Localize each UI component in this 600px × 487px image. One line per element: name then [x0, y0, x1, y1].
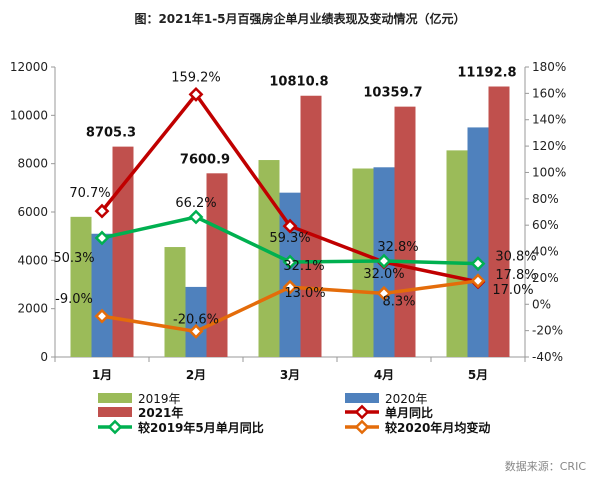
y2-tick-label: 0% [532, 297, 551, 311]
y2-tick-label: 80% [532, 192, 559, 206]
bar-2021年 [488, 86, 510, 358]
legend-swatch [345, 393, 379, 403]
line-marker [282, 279, 298, 295]
bar-value-label: 7600.9 [180, 152, 230, 167]
line-value-label: 17.0% [492, 283, 533, 298]
line-marker [188, 86, 204, 102]
legend-label: 较2020年月均变动 [385, 420, 490, 435]
line-value-label: 59.3% [269, 231, 310, 246]
y-tick-label: 6000 [17, 205, 48, 219]
line-value-label: 13.0% [284, 286, 325, 301]
y2-tick-label: 120% [532, 139, 566, 153]
category-label: 1月 [92, 368, 112, 382]
chart-title: 图：2021年1-5月百强房企单月业绩表现及变动情况（亿元） [134, 12, 466, 26]
y2-tick-label: 160% [532, 86, 566, 100]
bar-2021年 [112, 146, 134, 357]
legend-marker [354, 404, 370, 420]
y2-tick-label: 20% [532, 271, 559, 285]
bar-2019年 [70, 216, 92, 357]
y2-tick-label: -20% [532, 324, 563, 338]
line-marker [282, 254, 298, 270]
bar-2021年 [300, 95, 322, 357]
line-marker [376, 253, 392, 269]
line-marker [470, 256, 486, 272]
line-marker [376, 285, 392, 301]
y-tick-label: 4000 [17, 253, 48, 267]
line-value-label: -20.6% [173, 312, 219, 327]
bar-value-label: 8705.3 [86, 126, 136, 141]
line-value-label: -9.0% [55, 292, 93, 307]
line-marker [282, 218, 298, 234]
line-marker [470, 273, 486, 289]
line-marker [94, 230, 110, 246]
line-value-label: 66.2% [175, 196, 216, 211]
legend-label: 2021年 [138, 405, 183, 420]
line-marker [94, 308, 110, 324]
category-label: 3月 [280, 368, 300, 382]
line-marker [94, 203, 110, 219]
legend-swatch [98, 407, 132, 417]
line-marker [188, 209, 204, 225]
y-tick-label: 12000 [10, 60, 48, 74]
legend-label: 单月同比 [385, 405, 433, 420]
legend-swatch [98, 393, 132, 403]
bar-2019年 [446, 150, 468, 357]
bar-2020年 [185, 286, 207, 357]
line-value-label: 159.2% [171, 70, 221, 85]
line-value-label: 32.0% [363, 267, 404, 282]
line-marker [188, 324, 204, 339]
bar-2020年 [279, 192, 301, 357]
line-value-label: 50.3% [53, 251, 94, 266]
y-tick-label: 0 [40, 350, 48, 364]
bar-2021年 [394, 106, 416, 357]
bar-2019年 [258, 160, 280, 357]
bar-2019年 [164, 247, 186, 357]
line-value-label: 17.8% [495, 268, 536, 283]
bar-2020年 [91, 233, 113, 357]
bar-value-label: 10810.8 [269, 75, 328, 90]
bar-2021年 [206, 173, 228, 357]
legend-label: 2020年 [385, 392, 428, 406]
line-value-label: 32.8% [377, 240, 418, 255]
legend-marker [107, 419, 123, 435]
line-value-label: 70.7% [69, 186, 110, 201]
y2-tick-label: 60% [532, 218, 559, 232]
y-tick-label: 8000 [17, 157, 48, 171]
y-tick-label: 10000 [10, 108, 48, 122]
legend-marker [354, 419, 370, 435]
category-label: 5月 [468, 368, 488, 382]
line-value-label: 8.3% [382, 294, 415, 309]
legend-label: 较2019年5月单月同比 [138, 420, 264, 435]
bar-value-label: 10359.7 [363, 86, 422, 101]
y2-tick-label: -40% [532, 350, 563, 364]
y2-tick-label: 40% [532, 245, 559, 259]
bar-value-label: 11192.8 [457, 66, 516, 81]
line-value-label: 30.8% [495, 250, 536, 265]
y-tick-label: 2000 [17, 302, 48, 316]
bar-2020年 [467, 127, 489, 358]
category-label: 2月 [186, 368, 206, 382]
source-note: 数据来源：CRIC [504, 460, 586, 473]
y2-tick-label: 140% [532, 113, 566, 127]
y2-tick-label: 180% [532, 60, 566, 74]
line-value-label: 32.1% [283, 259, 324, 274]
legend-label: 2019年 [138, 392, 181, 406]
category-label: 4月 [374, 368, 394, 382]
y2-tick-label: 100% [532, 165, 566, 179]
